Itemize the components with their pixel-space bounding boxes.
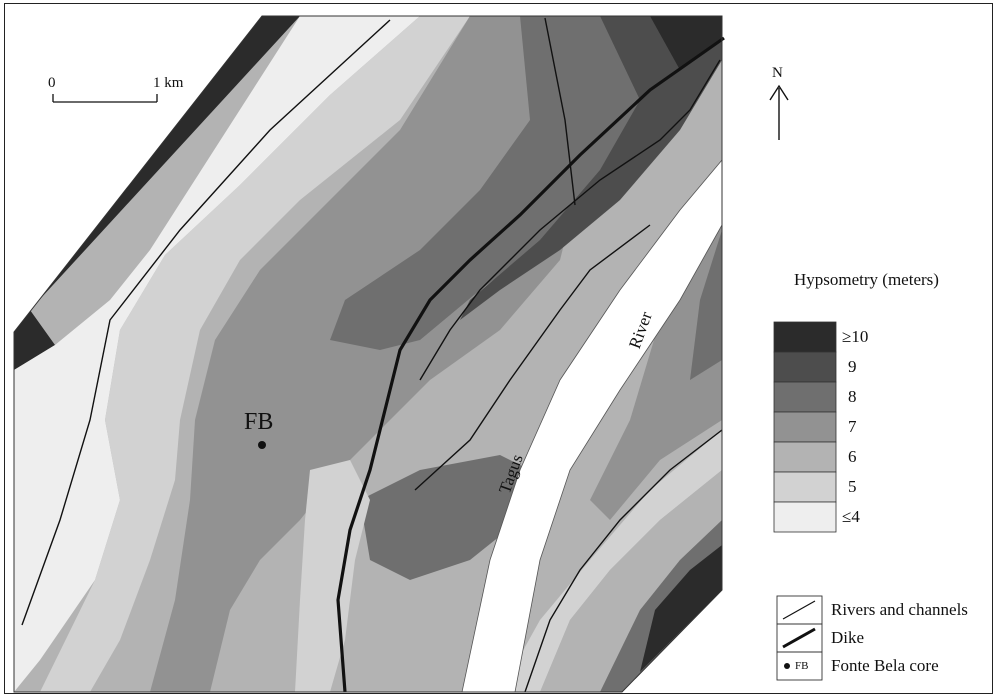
zone-west-5m <box>40 16 470 692</box>
north-arrow-icon <box>769 84 789 140</box>
legend-swatch <box>773 441 837 473</box>
line-legend <box>776 595 823 681</box>
zone-west-dark <box>14 16 300 370</box>
legend-dike-label: Dike <box>831 628 865 647</box>
core-site-dot <box>258 441 266 449</box>
channel-southeast <box>524 429 723 693</box>
channel-west <box>21 19 391 626</box>
legend-swatch <box>773 351 837 383</box>
map-boundary <box>13 15 723 693</box>
zone-dike-5m <box>295 460 370 692</box>
legend-class-label: ≥10 <box>842 327 869 346</box>
legend-core-symbol <box>784 663 790 669</box>
channel-north <box>544 17 576 206</box>
legend-class-label: 8 <box>848 387 857 406</box>
legend-swatch <box>773 501 837 533</box>
channel-central <box>419 59 721 381</box>
site-label: FB <box>244 409 274 435</box>
legend-class-label: 9 <box>848 357 857 376</box>
legend-core-label: Fonte Bela core <box>831 656 939 675</box>
legend-core-code: FB <box>795 660 809 672</box>
legend-swatch <box>773 321 837 353</box>
channel-south <box>414 224 651 491</box>
legend-box-core <box>776 651 823 681</box>
legend-class-label: 5 <box>848 477 857 496</box>
legend-class-label: 7 <box>848 417 857 436</box>
north-label: N <box>772 65 783 81</box>
zone-se-dark <box>640 545 722 672</box>
zone-north-8m <box>330 16 660 350</box>
legend-class-label: 6 <box>848 447 857 466</box>
zone-west-4m <box>14 16 420 692</box>
channels <box>21 17 723 693</box>
zone-ne-dark <box>650 16 722 70</box>
scale-end-label: 1 km <box>153 75 184 91</box>
legend-rivers-label: Rivers and channels <box>831 600 968 619</box>
legend-ramp <box>773 321 837 533</box>
legend-class-label: ≤4 <box>842 507 860 526</box>
legend-title: Hypsometry (meters) <box>794 270 939 289</box>
scale-start-label: 0 <box>48 75 56 91</box>
legend-dike-symbol <box>782 627 816 649</box>
dike-line <box>336 36 725 693</box>
zone-north-9m <box>460 16 722 320</box>
legend-rivers-symbol <box>782 600 816 620</box>
tagus-river <box>461 158 722 692</box>
zone-se-6m <box>540 470 722 692</box>
zone-se-5m <box>500 430 722 692</box>
scale-bar <box>52 94 158 103</box>
legend-swatch <box>773 411 837 443</box>
zone-central-7m <box>150 16 590 692</box>
legend-swatch <box>773 381 837 413</box>
legend-swatch <box>773 471 837 503</box>
zone-south-8m <box>360 455 530 580</box>
zone-east-8m <box>690 230 722 380</box>
